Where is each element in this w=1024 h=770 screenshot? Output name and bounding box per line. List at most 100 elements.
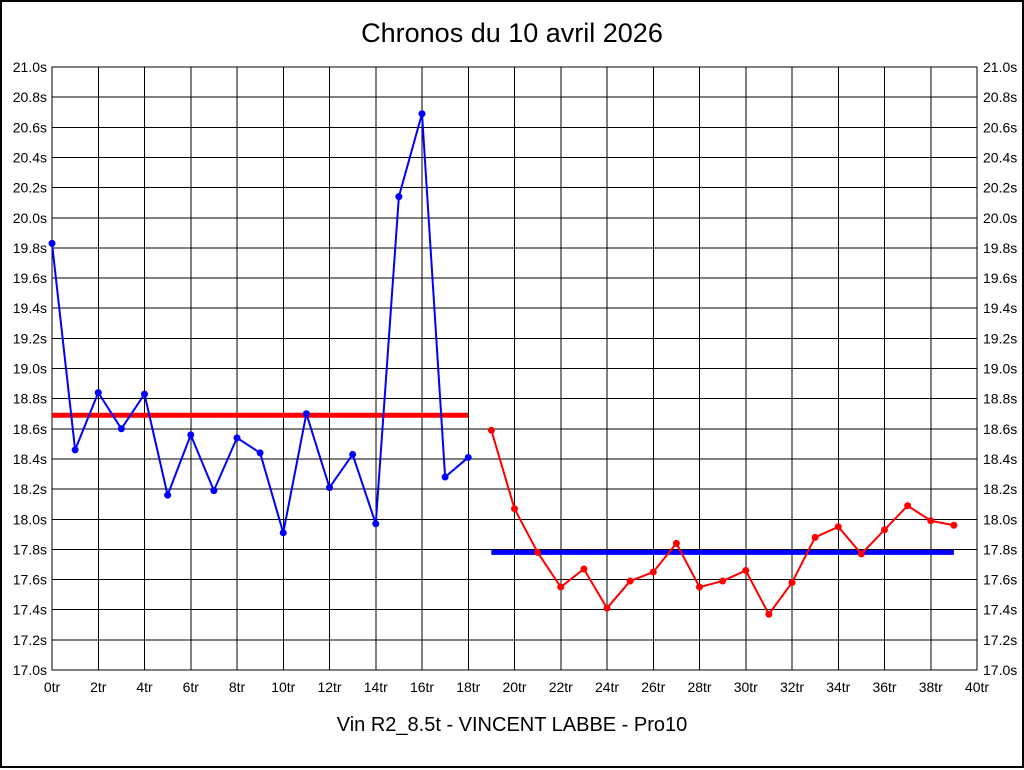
x-tick-label: 10tr [271, 679, 295, 695]
y-tick-label: 19.2s [13, 330, 47, 346]
x-tick-label: 16tr [410, 679, 434, 695]
x-tick-label: 22tr [549, 679, 573, 695]
x-tick-label: 26tr [641, 679, 665, 695]
y-tick-label: 21.0s [13, 59, 47, 75]
y-tick-label: 19.4s [983, 300, 1017, 316]
y-tick-label: 18.0s [983, 511, 1017, 527]
y-tick-label: 19.8s [13, 240, 47, 256]
y-tick-label: 17.0s [13, 662, 47, 678]
stint-1-lap-times-line [51, 112, 469, 534]
y-tick-label: 19.0s [13, 361, 47, 377]
data-point-marker [649, 568, 657, 576]
x-tick-label: 14tr [364, 679, 388, 695]
data-point-marker [742, 567, 750, 575]
y-tick-label: 17.8s [13, 541, 47, 557]
data-point-marker [927, 517, 935, 525]
y-tick-label: 18.2s [983, 481, 1017, 497]
x-tick-label: 8tr [229, 679, 246, 695]
data-point-marker [904, 502, 912, 510]
y-tick-label: 19.6s [13, 270, 47, 286]
x-tick-label: 38tr [919, 679, 943, 695]
y-tick-label: 17.6s [983, 572, 1017, 588]
data-point-marker [719, 577, 727, 585]
chart-title: Chronos du 10 avril 2026 [361, 18, 663, 48]
y-tick-label: 19.6s [983, 270, 1017, 286]
data-point-marker [48, 239, 56, 247]
data-point-marker [811, 533, 819, 541]
data-point-marker [881, 526, 888, 534]
data-point-marker [857, 550, 865, 558]
data-point-marker [141, 390, 148, 398]
data-point-marker [233, 434, 241, 442]
x-axis-labels: 0tr 2tr 4tr 6tr 8tr 10tr 12tr 14tr 16tr 18tr 20tr 2… [44, 679, 990, 695]
y-tick-label: 19.0s [983, 361, 1017, 377]
x-tick-label: 20tr [502, 679, 526, 695]
y-tick-label: 19.8s [983, 240, 1017, 256]
data-point-marker [511, 505, 518, 513]
data-point-marker [187, 431, 195, 439]
x-tick-label: 2tr [90, 679, 107, 695]
data-point-marker [71, 446, 79, 454]
y-tick-label: 20.2s [983, 180, 1017, 196]
data-point-marker [788, 579, 796, 587]
data-point-marker [418, 110, 426, 118]
y-axis-labels-right: 21.0s 20.8s 20.6s 20.4s 20.2s 20.0s 19.8s 19.6s… [983, 59, 1017, 678]
y-tick-label: 17.2s [13, 632, 47, 648]
data-point-marker [210, 487, 218, 495]
y-tick-label: 17.6s [13, 572, 47, 588]
data-point-marker [487, 426, 495, 434]
y-tick-label: 20.4s [13, 149, 47, 165]
x-tick-label: 34tr [826, 679, 850, 695]
y-tick-label: 20.6s [13, 119, 47, 135]
data-point-marker [580, 565, 588, 573]
data-point-marker [557, 583, 565, 591]
y-tick-label: 20.2s [13, 180, 47, 196]
data-point-marker [834, 523, 842, 531]
data-point-marker [464, 453, 472, 461]
y-tick-label: 18.4s [983, 451, 1017, 467]
y-tick-label: 20.4s [983, 149, 1017, 165]
data-point-marker [395, 193, 403, 201]
y-tick-label: 18.6s [983, 421, 1017, 437]
x-tick-label: 4tr [136, 679, 153, 695]
y-tick-label: 18.0s [13, 511, 47, 527]
chart-footer: Vin R2_8.5t - VINCENT LABBE - Pro10 [336, 714, 688, 736]
data-point-marker [696, 583, 703, 591]
y-axis-labels-left: 21.0s 20.8s 20.6s 20.4s 20.2s 20.0s 19.8s 19.6s… [13, 59, 47, 678]
y-tick-label: 18.2s [13, 481, 47, 497]
x-tick-label: 30tr [734, 679, 758, 695]
data-point-marker [326, 484, 333, 492]
y-tick-label: 20.8s [983, 89, 1017, 105]
plot-frame [51, 66, 978, 671]
y-tick-label: 17.8s [983, 541, 1017, 557]
stint-2-lap-times [487, 426, 958, 618]
x-tick-label: 28tr [687, 679, 711, 695]
data-point-marker [279, 529, 287, 537]
data-point-marker [603, 604, 611, 612]
data-point-marker [950, 521, 958, 529]
y-tick-label: 20.0s [13, 210, 47, 226]
y-tick-label: 20.8s [13, 89, 47, 105]
y-tick-label: 18.6s [13, 421, 47, 437]
plot-grid [51, 66, 978, 671]
x-tick-label: 0tr [44, 679, 61, 695]
stint-1-lap-times [48, 110, 472, 537]
x-tick-label: 18tr [456, 679, 480, 695]
y-tick-label: 20.6s [983, 119, 1017, 135]
data-point-marker [349, 450, 357, 458]
x-tick-label: 36tr [872, 679, 896, 695]
x-tick-label: 6tr [183, 679, 200, 695]
y-tick-label: 17.0s [983, 662, 1017, 678]
data-point-marker [626, 577, 634, 585]
data-point-marker [765, 610, 773, 618]
data-point-marker [256, 449, 264, 457]
y-tick-label: 19.2s [983, 330, 1017, 346]
y-tick-label: 17.4s [983, 602, 1017, 618]
data-point-marker [672, 539, 680, 547]
data-point-marker [117, 425, 125, 433]
y-tick-label: 17.2s [983, 632, 1017, 648]
x-tick-label: 24tr [595, 679, 619, 695]
x-tick-label: 40tr [965, 679, 989, 695]
data-point-marker [164, 491, 172, 499]
